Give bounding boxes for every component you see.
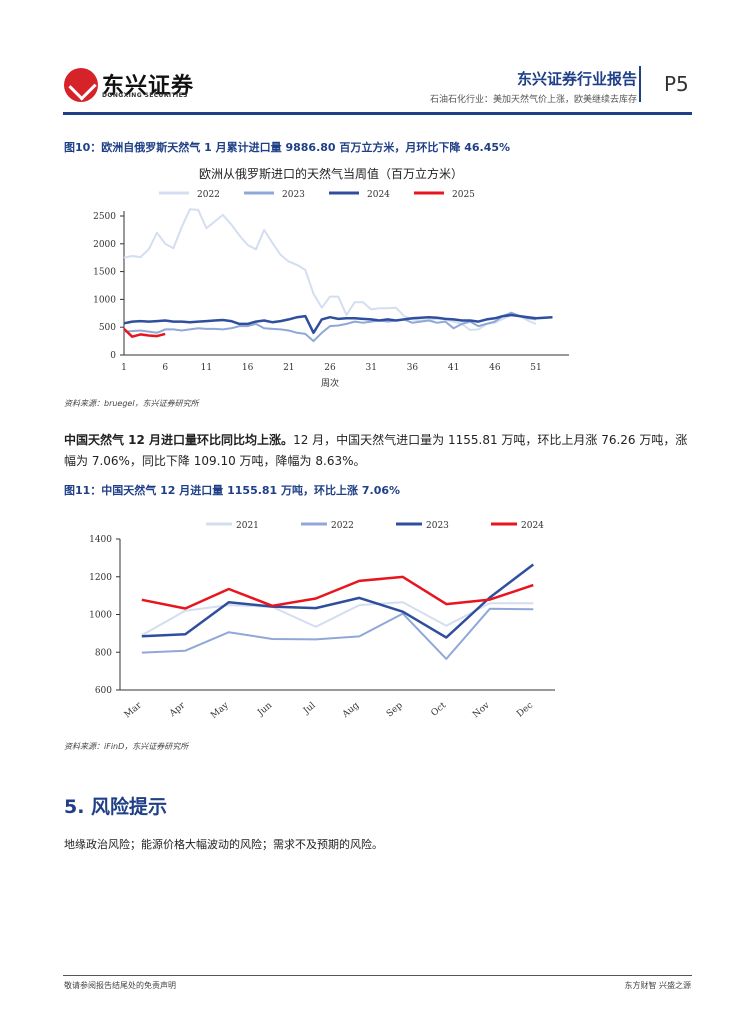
y-tick-label: 0 — [110, 351, 116, 361]
x-tick-label: 41 — [448, 363, 459, 373]
legend-label: 2024 — [367, 190, 390, 200]
x-tick-label: 6 — [162, 363, 168, 373]
x-tick-label: 31 — [365, 363, 376, 373]
chart-europe-russia-gas: 欧洲从俄罗斯进口的天然气当周值（百万立方米） 2022 2023 2024 2025 0 5… — [93, 166, 569, 389]
x-tick-label: 26 — [324, 363, 336, 373]
x-tick-label: 46 — [489, 363, 501, 373]
y-tick-label: 1500 — [93, 268, 116, 278]
x-tick-label: 21 — [283, 363, 294, 373]
x-tick-label: 1 — [121, 363, 127, 373]
x-tick-label: Nov — [471, 700, 492, 720]
legend-label: 2023 — [426, 521, 449, 531]
y-tick-label: 1200 — [89, 573, 112, 583]
report-subtitle: 石油石化行业：美加天然气价上涨，欧美继续去库存 — [429, 95, 637, 105]
footer-rule — [63, 975, 692, 976]
footer-disclaimer: 敬请参阅报告结尾处的免责声明 — [64, 981, 176, 990]
x-tick-label: Dec — [515, 701, 535, 720]
y-tick-label: 600 — [95, 686, 112, 696]
legend-label: 2022 — [197, 190, 220, 200]
series-line-2022 — [141, 607, 534, 660]
y-tick-label: 500 — [99, 323, 116, 333]
footer-slogan: 东方财智 兴盛之源 — [624, 981, 691, 990]
header-rule — [63, 112, 692, 115]
series-line-2024 — [123, 313, 553, 335]
x-tick-label: Jul — [301, 701, 318, 717]
x-tick-label: Oct — [429, 700, 448, 718]
series-line-2023 — [123, 311, 537, 343]
legend-label: 2021 — [236, 521, 259, 531]
legend-label: 2025 — [452, 190, 475, 200]
x-tick-label: May — [209, 700, 231, 721]
logo-icon — [64, 68, 98, 102]
figure11-source: 资料来源：iFinD，东兴证券研究所 — [64, 742, 189, 751]
x-tick-label: 16 — [242, 363, 254, 373]
series-line-2022 — [123, 208, 537, 331]
x-tick-label: Aug — [340, 700, 361, 720]
figure10-source: 资料来源：bruegel，东兴证券研究所 — [64, 399, 199, 408]
legend-label: 2022 — [331, 521, 354, 531]
y-tick-label: 2000 — [93, 240, 116, 250]
header-divider — [639, 66, 641, 102]
section-title: 5. 风险提示 — [64, 796, 168, 818]
x-tick-label: 11 — [201, 363, 212, 373]
x-tick-label: 36 — [407, 363, 419, 373]
x-tick-label: Apr — [167, 700, 187, 719]
page-number: P5 — [664, 72, 689, 96]
x-axis-label: 周次 — [321, 377, 339, 389]
series-line-2025 — [123, 327, 166, 338]
series-line-2021 — [141, 601, 534, 637]
y-tick-label: 1400 — [89, 535, 112, 545]
paragraph-text: 12 月，中国天然气进口量为 1155.81 万吨，环比上月涨 76.26 万吨… — [64, 433, 688, 468]
legend-label: 2023 — [282, 190, 305, 200]
figure11-title: 图11：中国天然气 12 月进口量 1155.81 万吨，环比上涨 7.06% — [64, 484, 401, 497]
x-tick-label: Jun — [255, 701, 274, 719]
body-paragraph: 中国天然气 12 月进口量环比同比均上涨。12 月，中国天然气进口量为 1155… — [64, 430, 694, 472]
x-tick-label: 51 — [530, 363, 541, 373]
risk-text: 地缘政治风险；能源价格大幅波动的风险；需求不及预期的风险。 — [64, 838, 383, 851]
series-line-2023 — [141, 563, 535, 639]
report-title: 东兴证券行业报告 — [516, 70, 637, 88]
y-tick-label: 1000 — [93, 295, 116, 305]
x-tick-label: Mar — [123, 700, 144, 720]
y-tick-label: 2500 — [93, 212, 116, 222]
paragraph-bold: 中国天然气 12 月进口量环比同比均上涨。 — [64, 433, 294, 447]
y-tick-label: 1000 — [89, 611, 112, 621]
chart-china-gas-imports: 2021 2022 2023 2024 600 800 1000 1200 1400 Mar Apr… — [89, 521, 555, 721]
series-line-2024 — [141, 575, 534, 610]
x-tick-label: Sep — [385, 700, 405, 719]
logo-text: 东兴证券 — [102, 74, 195, 99]
logo-en-text: DONGXING SECURITIES — [102, 92, 188, 99]
figure10-title: 图10：欧洲自俄罗斯天然气 1 月累计进口量 9886.80 百万立方米，月环比… — [64, 141, 511, 154]
legend-label: 2024 — [521, 521, 544, 531]
y-tick-label: 800 — [95, 648, 112, 658]
chart1-title: 欧洲从俄罗斯进口的天然气当周值（百万立方米） — [199, 166, 463, 181]
